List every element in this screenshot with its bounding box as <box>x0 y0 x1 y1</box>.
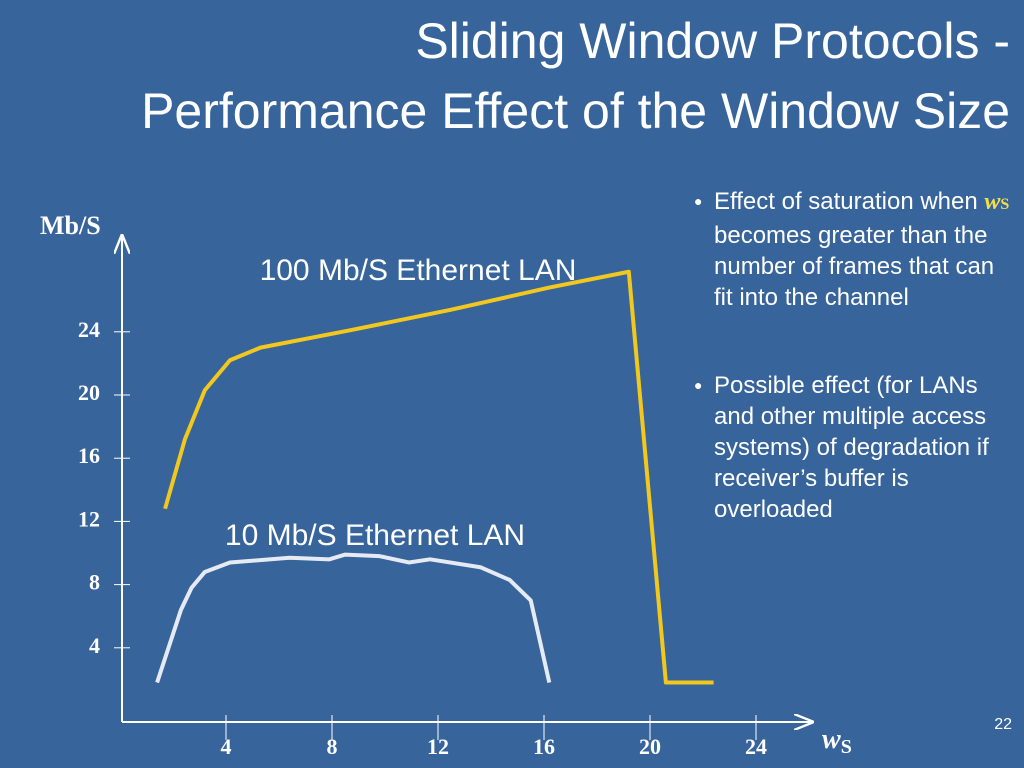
x-tick-label: 24 <box>745 734 767 759</box>
x-tick-label: 12 <box>427 734 449 759</box>
y-axis-label: Mb/S <box>40 211 101 240</box>
bullet: ● Effect of saturation when wS becomes gr… <box>694 188 1010 311</box>
data-line <box>155 552 552 684</box>
slide-title: Sliding Window Protocols - <box>415 13 1010 69</box>
series-label: 100 Mb/S Ethernet LAN <box>260 254 577 287</box>
y-tick-label: 20 <box>78 380 100 405</box>
x-axis-label: wS <box>822 724 852 757</box>
y-tick-label: 24 <box>78 317 100 342</box>
slide-title: Performance Effect of the Window Size <box>141 83 1010 139</box>
x-axis-label-sub: S <box>841 736 852 758</box>
y-tick-label: 4 <box>89 633 100 658</box>
y-tick-label: 8 <box>89 570 100 595</box>
x-tick-label: 20 <box>639 734 661 759</box>
x-axis-label-main: w <box>822 724 841 755</box>
bullet-text: Possible effect (for LANs and other mult… <box>714 372 989 523</box>
bullet-sub: S <box>1000 196 1010 213</box>
bullet-text: becomes greater than the number of frame… <box>714 222 995 311</box>
x-tick-label: 8 <box>327 734 338 759</box>
page-number: 22 <box>994 716 1012 733</box>
bullet-var: w <box>984 189 1001 215</box>
data-line <box>163 269 714 685</box>
bullet: ● Possible effect (for LANs and other mul… <box>694 372 989 523</box>
x-tick-label: 16 <box>533 734 555 759</box>
y-tick-label: 12 <box>78 506 100 531</box>
y-tick-label: 16 <box>78 443 100 468</box>
x-tick-label: 4 <box>221 734 232 759</box>
bullet-text: Effect of saturation when <box>714 188 985 215</box>
series-label: 10 Mb/S Ethernet LAN <box>225 519 525 552</box>
